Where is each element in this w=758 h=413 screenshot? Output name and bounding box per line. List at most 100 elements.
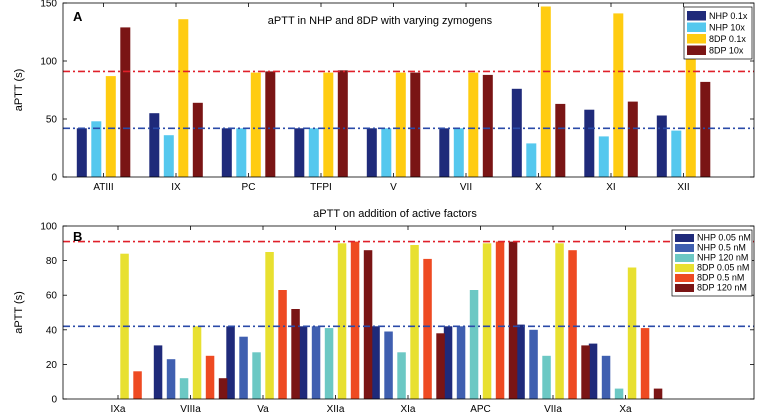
bar-ixa-5: [133, 371, 142, 399]
legend-swatch-2: [687, 22, 706, 32]
y-tick-label: 0: [51, 173, 57, 184]
x-tick-label-va: Va: [257, 404, 269, 413]
bar-viia-5: [568, 250, 577, 399]
bar-xi-1: [584, 109, 595, 177]
bar-xia-1: [371, 326, 380, 399]
bar-tfpi-3: [323, 72, 334, 177]
legend-swatch-6: [675, 284, 694, 292]
panel-b: 0 20 40 60 80 100 IXa VIIIa Va XIIa XIa APC VIIa Xa aP…: [13, 208, 755, 413]
bar-atiii-3: [105, 76, 116, 177]
bar-xa-1: [588, 343, 598, 399]
bar-ix-2: [163, 135, 174, 177]
legend-label-4: 8DP 0.05 nM: [697, 263, 749, 273]
bar-va-5: [278, 290, 287, 399]
bar-x-2: [526, 143, 537, 177]
bar-apc-5: [495, 241, 505, 399]
bar-apc-2: [456, 326, 466, 399]
bar-pc-1: [221, 128, 232, 177]
y-tick-label: 20: [46, 360, 58, 371]
bar-apc-1: [443, 326, 453, 399]
x-tick-label-ixa: IXa: [110, 404, 125, 413]
y-tick-label: 100: [40, 222, 57, 233]
legend-label-1: NHP 0.1x: [709, 11, 748, 21]
bar-viiia-4: [192, 326, 202, 399]
bar-tfpi-1: [294, 128, 305, 177]
bar-apc-3: [469, 290, 479, 399]
bar-viiia-5: [205, 355, 215, 400]
bar-xiia-2: [311, 326, 321, 399]
legend-label-5: 8DP 0.5 nM: [697, 273, 744, 283]
x-tick-label-viia: VIIa: [544, 404, 562, 413]
bar-x-1: [511, 88, 522, 177]
y-tick-label: 60: [46, 291, 58, 302]
bar-atiii-4: [120, 27, 131, 178]
bar-xi-3: [613, 13, 624, 178]
bar-xia-3: [397, 352, 406, 399]
x-tick-label-x: X: [535, 182, 542, 193]
bar-ix-1: [149, 113, 160, 177]
legend-label-1: NHP 0.05 nM: [697, 233, 751, 243]
legend-swatch-4: [675, 264, 694, 272]
chart-title: aPTT on addition of active factors: [313, 208, 477, 220]
x-tick-label-xi: XI: [606, 182, 615, 193]
y-tick-label: 100: [40, 57, 57, 68]
bar-vii-1: [439, 128, 450, 177]
x-tick-label-viiia: VIIIa: [180, 404, 201, 413]
axes-frame: [62, 2, 755, 178]
bar-xia-6: [436, 333, 445, 399]
bar-tfpi-2: [308, 128, 319, 177]
bar-v-2: [381, 128, 392, 177]
bar-viiia-6: [218, 378, 228, 399]
bar-pc-2: [236, 128, 247, 177]
bar-xii-4: [700, 81, 711, 177]
panel-label: A: [73, 9, 83, 24]
bar-xa-6: [653, 388, 663, 399]
bar-x-4: [555, 103, 566, 177]
bar-va-1: [226, 326, 235, 399]
bar-vii-4: [482, 74, 493, 177]
y-axis-label: aPTT (s): [13, 69, 25, 112]
bar-atiii-2: [91, 121, 102, 177]
bar-apc-6: [508, 241, 518, 399]
bar-v-4: [410, 72, 421, 177]
bar-vii-2: [453, 128, 464, 177]
bar-pc-3: [250, 72, 261, 177]
axes-frame: [62, 225, 755, 400]
bar-xiia-5: [350, 241, 360, 399]
bar-x-3: [540, 6, 551, 177]
bar-vii-3: [468, 72, 479, 177]
panel-label: B: [73, 229, 82, 244]
legend-label-3: 8DP 0.1x: [709, 34, 746, 44]
x-tick-label-xa: Xa: [619, 404, 632, 413]
legend-swatch-4: [687, 45, 706, 55]
bar-ix-4: [192, 102, 203, 177]
bar-viiia-2: [166, 359, 176, 399]
y-axis-label: aPTT (s): [13, 291, 25, 334]
panel-a: 0 50 100 150 ATIII IX PC TFPI V VII X XI XII aPTT (s)…: [13, 0, 755, 193]
bar-tfpi-4: [337, 70, 348, 177]
bar-xii-2: [671, 130, 682, 177]
bar-xa-4: [627, 267, 637, 399]
x-tick-label-xii: XII: [677, 182, 689, 193]
bar-xa-2: [601, 355, 611, 400]
y-tick-label: 50: [46, 115, 58, 126]
x-tick-label-ix: IX: [171, 182, 181, 193]
bar-va-6: [291, 309, 300, 399]
x-tick-label-vii: VII: [460, 182, 472, 193]
bar-viiia-1: [153, 345, 163, 399]
bar-xii-3: [685, 32, 696, 177]
legend-swatch-1: [687, 11, 706, 21]
legend-label-2: NHP 10x: [709, 23, 745, 33]
bar-v-3: [395, 72, 406, 177]
bar-va-4: [265, 252, 274, 399]
x-tick-label-tfpi: TFPI: [310, 182, 332, 193]
chart-title: aPTT in NHP and 8DP with varying zymogen…: [268, 15, 493, 27]
bar-xiia-3: [324, 328, 334, 399]
x-tick-label-atiii: ATIII: [93, 182, 113, 193]
y-tick-label: 0: [51, 395, 57, 406]
legend-label-4: 8DP 10x: [709, 46, 744, 56]
bar-apc-4: [482, 243, 492, 399]
